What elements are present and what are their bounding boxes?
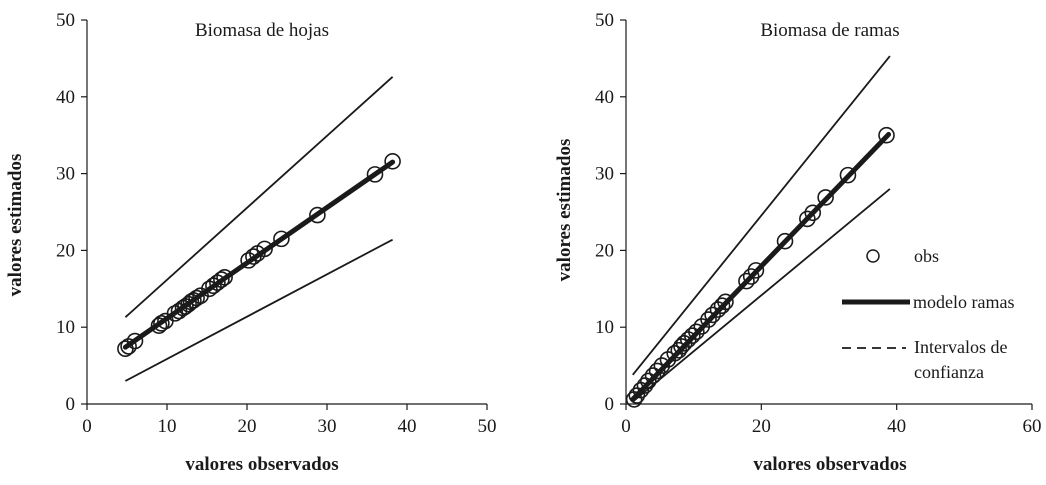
obs-point-ramas-28 xyxy=(817,189,834,206)
obs-point-ramas-26 xyxy=(799,210,816,228)
confidence-line-hojas-2 xyxy=(124,76,394,318)
x-tick-label-hojas-3: 30 xyxy=(318,416,337,437)
obs-point-ramas-1 xyxy=(628,387,646,404)
chart-biomasa-ramas: 0 20 40 60 0 10 20 30 40 50 Biomasa de ramas val… xyxy=(554,10,1042,475)
obs-point-ramas-4 xyxy=(640,372,657,390)
x-tick-label-hojas-0: 0 xyxy=(82,416,92,437)
y-axis-label-ramas: valores estimados xyxy=(554,139,575,282)
x-tick-label-ramas-3: 60 xyxy=(1023,416,1042,437)
legend-modelo-label: modelo ramas xyxy=(913,292,1014,312)
obs-point-hojas-2 xyxy=(126,332,144,350)
chart-biomasa-hojas: 0 10 20 30 40 50 0 10 20 30 40 50 Biomasa de hojas… xyxy=(5,10,497,475)
obs-point-hojas-27 xyxy=(384,153,401,170)
y-tick-label-hojas-4: 40 xyxy=(56,87,75,108)
y-tick-label-hojas-3: 30 xyxy=(56,164,75,185)
obs-point-hojas-4 xyxy=(153,315,170,332)
obs-point-ramas-7 xyxy=(653,357,671,374)
obs-point-hojas-25 xyxy=(309,206,326,224)
obs-point-ramas-3 xyxy=(636,377,654,394)
confidence-line-ramas-3 xyxy=(632,188,891,403)
x-tick-label-ramas-2: 40 xyxy=(887,416,906,437)
legend: obs modelo ramas Intervalos de confianza xyxy=(842,246,1014,382)
legend-intervalos-label-line1: Intervalos de xyxy=(914,337,1007,357)
x-tick-label-ramas-0: 0 xyxy=(621,416,631,437)
y-tick-label-ramas-2: 20 xyxy=(595,240,614,261)
x-tick-label-hojas-2: 20 xyxy=(238,416,257,437)
obs-point-hojas-21 xyxy=(245,248,262,265)
y-tick-label-ramas-5: 50 xyxy=(595,10,614,31)
obs-point-hojas-19 xyxy=(216,268,233,286)
y-tick-label-ramas-4: 40 xyxy=(595,87,614,108)
obs-point-ramas-29 xyxy=(839,166,857,184)
obs-point-ramas-14 xyxy=(684,327,701,344)
x-tick-label-hojas-4: 40 xyxy=(398,416,417,437)
obs-point-hojas-18 xyxy=(213,271,230,288)
y-tick-label-ramas-3: 30 xyxy=(595,164,614,185)
x-tick-label-ramas-1: 20 xyxy=(752,416,771,437)
legend-intervalos-label-line2: confianza xyxy=(914,362,984,382)
x-axis-label-hojas: valores observados xyxy=(185,454,338,475)
obs-point-ramas-18 xyxy=(704,306,721,324)
plot-area-hojas xyxy=(117,76,401,382)
legend-obs-marker xyxy=(866,249,880,263)
x-ticks-hojas: 0 10 20 30 40 50 xyxy=(82,404,497,437)
obs-point-hojas-26 xyxy=(366,166,384,183)
obs-point-ramas-30 xyxy=(878,126,895,144)
chart-title-ramas: Biomasa de ramas xyxy=(760,20,899,41)
y-tick-label-hojas-1: 10 xyxy=(56,317,75,338)
x-tick-label-hojas-5: 50 xyxy=(478,416,497,437)
x-ticks-ramas: 0 20 40 60 xyxy=(621,404,1042,437)
obs-point-hojas-24 xyxy=(273,230,290,248)
y-ticks-hojas: 0 10 20 30 40 50 xyxy=(56,10,87,415)
chart-title-hojas: Biomasa de hojas xyxy=(195,20,329,41)
obs-point-ramas-20 xyxy=(713,297,731,314)
obs-point-hojas-11 xyxy=(182,293,200,311)
obs-point-hojas-13 xyxy=(188,289,205,307)
obs-point-ramas-6 xyxy=(648,362,666,380)
obs-point-ramas-24 xyxy=(747,262,765,279)
obs-point-ramas-27 xyxy=(804,204,822,222)
x-axis-label-ramas: valores observados xyxy=(753,454,906,475)
obs-point-ramas-15 xyxy=(688,323,705,341)
obs-point-ramas-25 xyxy=(776,232,794,250)
x-tick-label-hojas-1: 10 xyxy=(158,416,177,437)
obs-point-hojas-23 xyxy=(256,240,273,258)
obs-point-ramas-5 xyxy=(644,367,662,384)
y-tick-label-hojas-2: 20 xyxy=(56,240,75,261)
confidence-line-hojas-3 xyxy=(124,238,394,382)
obs-point-ramas-17 xyxy=(700,311,717,328)
y-tick-label-ramas-1: 10 xyxy=(595,317,614,338)
confidence-line-ramas-2 xyxy=(632,55,891,376)
y-tick-label-hojas-5: 50 xyxy=(56,10,75,31)
y-ticks-ramas: 0 10 20 30 40 50 xyxy=(595,10,626,415)
obs-point-ramas-22 xyxy=(738,272,755,290)
plot-area-ramas xyxy=(625,55,895,408)
model-line-ramas xyxy=(630,131,892,402)
y-axis-label-hojas: valores estimados xyxy=(5,154,26,297)
y-tick-label-ramas-0: 0 xyxy=(605,394,615,415)
y-tick-label-hojas-0: 0 xyxy=(66,394,76,415)
legend-obs-label: obs xyxy=(914,246,939,266)
obs-point-ramas-21 xyxy=(717,293,734,311)
